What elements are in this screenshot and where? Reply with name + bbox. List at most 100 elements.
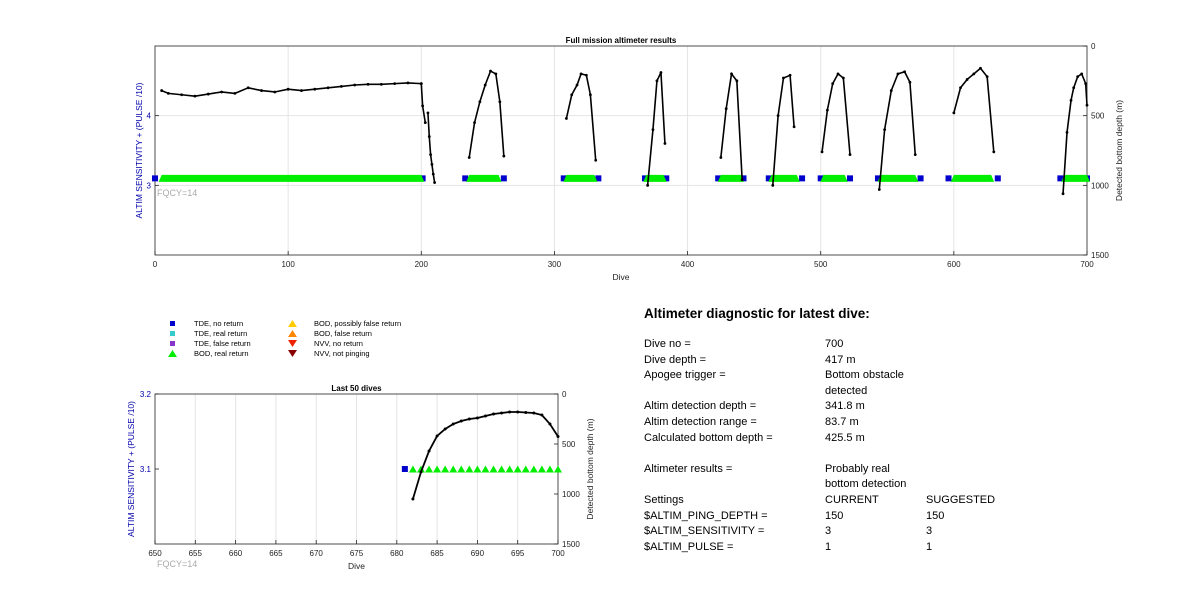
tde-no-return-marker [874,175,881,182]
bod-real-return-marker [950,174,995,182]
bottom-depth-point [771,183,775,187]
bottom-depth-point [565,117,568,120]
x-tick-label: 665 [269,549,283,558]
legend-marker [160,349,184,357]
plot-area [155,46,1087,255]
x-tick-label: 655 [189,549,203,558]
bottom-depth-point [524,411,528,414]
tde-no-return-marker [560,175,567,182]
x-tick-label: 695 [511,549,525,558]
bottom-depth-point [1080,72,1084,76]
fqcy-annotation: FQCY=14 [157,188,197,198]
diagnostic-value: 425.5 m [825,431,865,444]
bod-real-return-marker [820,174,848,182]
tde-no-return-marker [765,175,772,182]
bottom-depth-point [411,497,415,501]
bod-real-return-marker [643,174,667,182]
plot-frame [154,45,1088,256]
bottom-depth-point [792,125,796,129]
y2-tick-label: 1500 [562,540,580,549]
x-tick-label: 675 [350,549,364,558]
bottom-depth-point [483,83,487,87]
x-tick-label: 700 [551,549,565,558]
legend-item: BOD, possibly false return [280,318,401,328]
y2-tick-label: 1000 [1091,181,1109,190]
bod-real-return-marker [481,465,490,473]
bottom-depth-point [992,150,996,154]
bottom-depth-point [831,82,835,86]
legend-marker [160,330,184,336]
bod-real-return-marker [158,174,425,182]
bottom-depth-point [908,80,912,84]
bod-real-return-marker [545,465,554,473]
bottom-depth-point [220,90,223,94]
x-tick-label: 680 [390,549,404,558]
bottom-depth-point [965,78,969,81]
bottom-depth-point [478,100,482,104]
bod-real-return-marker [521,465,530,473]
bottom-depth-point [663,142,667,145]
bottom-depth-point [473,121,476,125]
bottom-depth-point [429,153,433,157]
fqcy-annotation: FQCY=14 [157,559,197,569]
bottom-depth-point [423,121,427,125]
x-tick-label: 670 [310,549,324,558]
diagnostic-suggested: 3 [926,525,933,538]
legend-marker [280,339,304,347]
bottom-depth-point [820,150,824,154]
tde-no-return-marker [847,175,854,182]
diagnostic-row: Altim detection range = 83.7 m [644,415,1064,431]
bottom-depth-point [588,93,592,97]
bottom-depth-point [532,411,536,415]
bottom-depth-point [825,108,829,112]
tde-no-return-marker [1057,175,1064,182]
bod-real-return-marker [717,174,744,182]
tde-no-return-marker [817,175,824,182]
diagnostic-value: Probably real bottom detection [825,462,907,491]
bod-real-return-marker [768,174,800,182]
diagnostic-row: Dive depth = 417 m [644,353,1064,369]
diagnostic-rows: Dive no = 700 Dive depth = 417 m Apogee trig… [644,337,1064,555]
bottom-depth-point [246,86,250,90]
y2-tick-label: 1000 [562,490,580,499]
bottom-depth-point [500,411,504,415]
tde-no-return-marker [500,175,507,182]
bottom-depth-line [1062,72,1088,194]
bottom-depth-point [426,111,430,115]
diagnostic-value: 83.7 m [825,415,859,428]
diagnostic-spacer [644,446,1064,462]
altimeter-diagnostic-panel: Altimeter diagnostic for latest dive: Di… [644,306,1064,555]
tde-no-return-marker [799,175,806,182]
diagnostic-value: 150 [825,509,844,522]
bod-real-return-marker [563,174,598,182]
y2-tick-label: 0 [562,390,567,399]
bottom-depth-point [1069,98,1073,102]
diagnostic-spacer [644,384,1064,400]
bottom-depth-point [841,76,845,80]
tde-no-return-marker [945,175,952,182]
bottom-depth-point [492,412,496,416]
diagnostic-key: Apogee trigger = [644,369,726,382]
bod-real-return-marker [529,465,538,473]
bottom-depth-point [579,72,583,76]
bod-real-return-marker [449,465,458,473]
bottom-depth-point [419,470,423,474]
bottom-depth-point [406,81,410,85]
bottom-depth-point [651,128,655,132]
bottom-depth-line [468,69,505,158]
bod-real-return-marker [497,465,506,473]
bottom-depth-point [366,82,370,86]
diagnostic-row: $ALTIM_SENSITIVITY = 3 3 [644,524,1064,540]
diagnostic-value [825,477,926,493]
diagnostic-key: Dive no = [644,338,691,350]
bottom-depth-point [740,178,744,182]
bod-real-return-marker [465,465,474,473]
bottom-depth-point [300,89,303,92]
legend-label: TDE, no return [194,318,244,328]
bottom-depth-point [393,82,397,86]
legend-item: NVV, not pinging [280,348,370,358]
bottom-depth-point [313,87,317,91]
bod-real-return-marker [457,465,466,473]
bottom-depth-point [508,410,512,414]
diagnostic-value [825,384,926,400]
